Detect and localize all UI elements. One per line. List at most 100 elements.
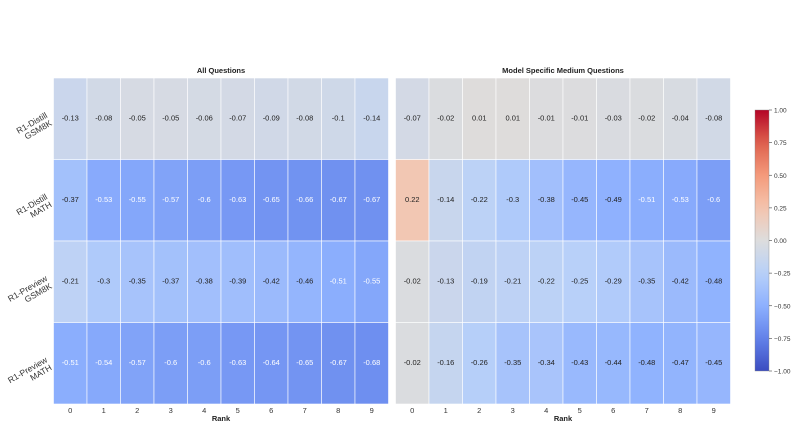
cell-value-label: -0.51 [638,195,655,204]
heatmap-cell [562,77,597,160]
cell-value-label: -0.19 [471,277,488,286]
x-tick-label: 7 [645,406,649,415]
heatmap-cell [254,240,289,323]
cell-value-label: -0.14 [437,195,454,204]
cell-value-label: -0.03 [605,114,622,123]
x-tick-label: 7 [303,406,307,415]
heatmap-cell [629,77,664,160]
heatmap-cell [395,159,430,242]
cell-value-label: -0.6 [707,195,720,204]
cell-value-label: -0.05 [162,114,179,123]
cell-value-label: -0.34 [538,358,555,367]
heatmap-cell [596,322,631,405]
heatmap-cell [187,240,222,323]
heatmap-cell [120,240,155,323]
cell-value-label: -0.65 [263,195,280,204]
heatmap-cell [529,322,564,405]
colorbar-tick-label: 0.00 [774,238,787,245]
colorbar-tick-label: −0.25 [774,271,791,278]
cell-value-label: -0.07 [404,114,421,123]
heatmap-cell [562,322,597,405]
cell-value-label: -0.55 [129,195,146,204]
heatmap-cell [629,322,664,405]
heatmap-cell [153,322,188,405]
cell-value-label: -0.53 [95,195,112,204]
colorbar-tick-label: 0.50 [774,173,787,180]
x-tick-label: 5 [578,406,582,415]
heatmap-cell [287,240,322,323]
heatmap-cell [287,322,322,405]
cell-value-label: -0.67 [330,195,347,204]
cell-value-label: -0.22 [471,195,488,204]
cell-value-label: -0.13 [62,114,79,123]
cell-value-label: -0.13 [437,277,454,286]
cell-value-label: 0.01 [472,114,487,123]
cell-value-label: -0.45 [571,195,588,204]
cell-value-label: -0.09 [263,114,280,123]
cell-value-label: -0.6 [198,358,211,367]
cell-value-label: -0.46 [296,277,313,286]
x-tick-label: 9 [712,406,716,415]
heatmap-cell [354,159,389,242]
x-tick-label: 8 [336,406,340,415]
heatmap-cell [86,240,121,323]
cell-value-label: -0.55 [363,277,380,286]
cell-value-label: -0.47 [672,358,689,367]
heatmap-cell [596,77,631,160]
heatmap-cell [663,159,698,242]
heatmap-cell [462,159,497,242]
heatmap-cell [187,77,222,160]
heatmap-cell [663,240,698,323]
cell-value-label: -0.54 [95,358,112,367]
cell-value-label: -0.02 [638,114,655,123]
heatmap-cell [495,240,530,323]
cell-value-label: -0.45 [705,358,722,367]
cell-value-label: -0.66 [296,195,313,204]
cell-value-label: -0.29 [605,277,622,286]
x-tick-label: 1 [444,406,448,415]
cell-value-label: -0.01 [538,114,555,123]
heatmap-cell [562,159,597,242]
cell-value-label: -0.3 [506,195,519,204]
cell-value-label: -0.67 [330,358,347,367]
colorbar-tick-label: −1.00 [774,369,791,376]
x-tick-label: 2 [135,406,139,415]
cell-value-label: -0.53 [672,195,689,204]
heatmap-cell [529,77,564,160]
heatmap-cell [529,159,564,242]
colorbar-tick-label: −0.50 [774,303,791,310]
heatmap-cell [120,159,155,242]
heatmap-cell [321,159,356,242]
heatmap-cell [428,322,463,405]
heatmap-cell [86,77,121,160]
cell-value-label: -0.05 [129,114,146,123]
heatmap-cell [495,159,530,242]
x-tick-label: 4 [202,406,206,415]
heatmap-cell [462,77,497,160]
heatmap-cell [663,77,698,160]
heatmap-cell [354,322,389,405]
heatmap-cell [321,322,356,405]
heatmap-cell [395,322,430,405]
cell-value-label: -0.26 [471,358,488,367]
cell-value-label: -0.51 [330,277,347,286]
cell-value-label: -0.57 [129,358,146,367]
x-axis-label: Rank [212,414,231,423]
cell-value-label: -0.35 [504,358,521,367]
cell-value-label: -0.49 [605,195,622,204]
heatmap-cell [220,159,255,242]
heatmap-cell [220,322,255,405]
cell-value-label: -0.38 [196,277,213,286]
cell-value-label: 0.01 [505,114,520,123]
cell-value-label: -0.02 [404,277,421,286]
heatmap-cell [86,159,121,242]
colorbar-tick-label: −0.75 [774,336,791,343]
heatmap-cell [53,240,88,323]
colorbar [754,109,770,372]
cell-value-label: -0.64 [263,358,280,367]
cell-value-label: -0.14 [363,114,380,123]
heatmap-cell [696,322,731,405]
cell-value-label: -0.01 [571,114,588,123]
heatmap-cell [254,159,289,242]
